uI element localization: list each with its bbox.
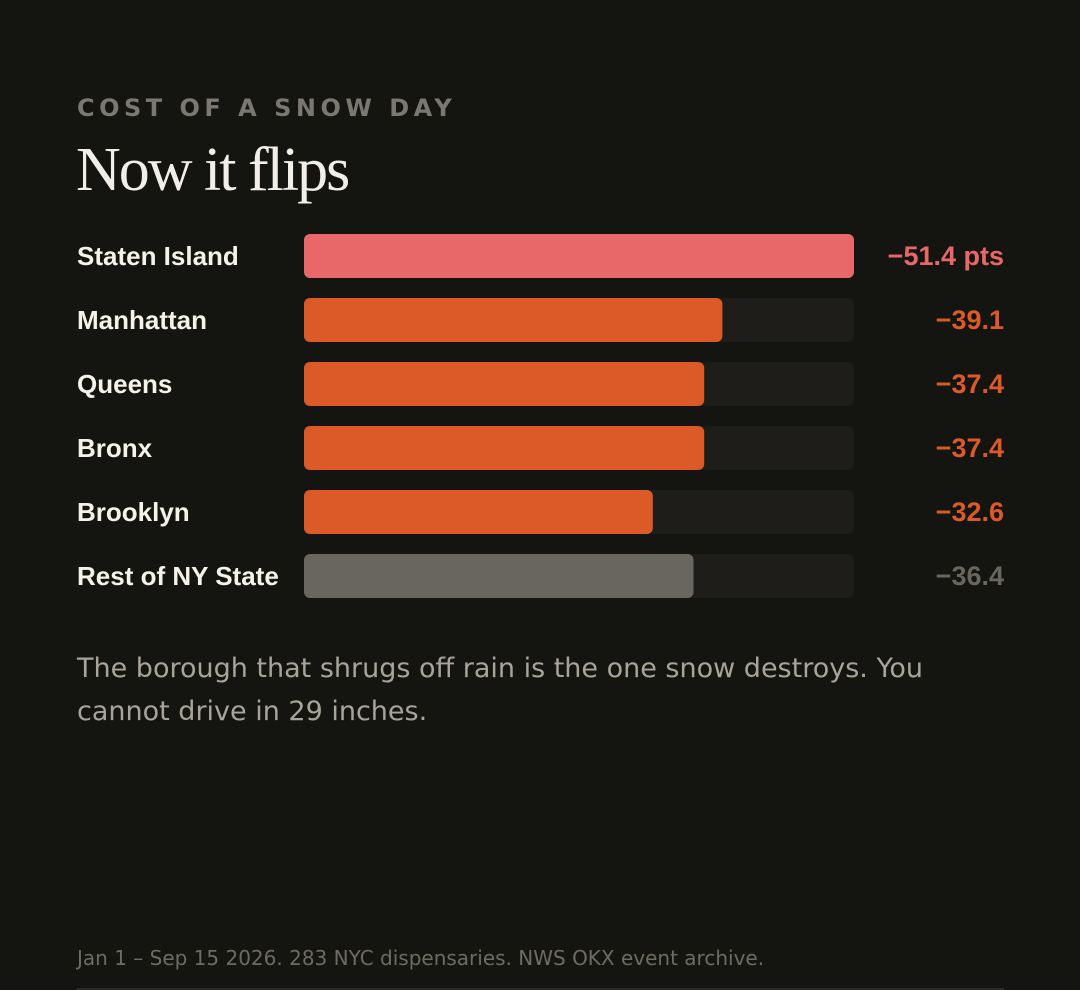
category-label: Queens (77, 369, 172, 399)
bar-row: Rest of NY State −36.4 (77, 554, 1004, 598)
bar (304, 490, 653, 534)
category-label: Rest of NY State (77, 561, 279, 591)
value-label: −36.4 (936, 561, 1004, 591)
category-label: Bronx (77, 433, 153, 463)
chart-title: Now it flips (76, 136, 350, 204)
value-label: −51.4 pts (888, 241, 1004, 271)
bar (304, 234, 854, 278)
chart-caption: The borough that shrugs off rain is the … (77, 653, 923, 727)
eyebrow-label: COST OF A SNOW DAY (77, 94, 457, 122)
category-label: Staten Island (77, 241, 239, 271)
value-label: −32.6 (936, 497, 1004, 527)
bar-row: Staten Island −51.4 pts (77, 234, 1004, 278)
source-note: Jan 1 – Sep 15 2026. 283 NYC dispensarie… (77, 946, 765, 970)
bar-row: Queens −37.4 (77, 362, 1004, 406)
bar-row: Brooklyn −32.6 (77, 490, 1004, 534)
footer-divider (77, 988, 1004, 990)
value-label: −39.1 (936, 305, 1004, 335)
bar (304, 362, 705, 406)
bar (304, 298, 723, 342)
bar-row: Manhattan −39.1 (77, 298, 1004, 342)
bar-row: Bronx −37.4 (77, 426, 1004, 470)
category-label: Manhattan (77, 305, 207, 335)
value-label: −37.4 (936, 369, 1004, 399)
value-label: −37.4 (936, 433, 1004, 463)
bar (304, 554, 694, 598)
category-label: Brooklyn (77, 497, 190, 527)
bar (304, 426, 705, 470)
